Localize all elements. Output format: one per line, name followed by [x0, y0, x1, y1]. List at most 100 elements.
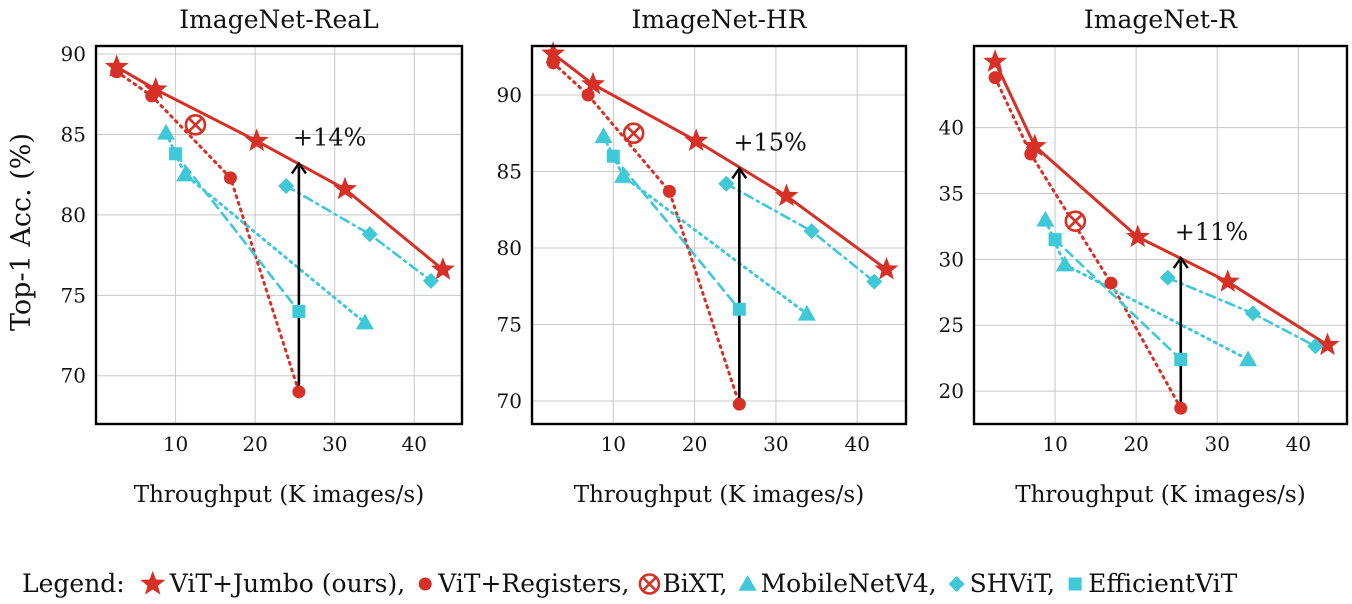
- triangle-legend-icon: [738, 575, 757, 591]
- diamond-marker: [718, 175, 735, 192]
- circle-marker: [292, 385, 306, 399]
- series-line: [724, 182, 876, 284]
- legend-label: BiXT,: [662, 569, 727, 598]
- legend-label: EfficientViT: [1088, 569, 1238, 598]
- triangle-marker: [355, 313, 374, 330]
- y-tick-label: 90: [497, 83, 522, 107]
- diamond-marker: [361, 226, 378, 243]
- y-tick-label: 75: [61, 283, 86, 307]
- y-tick-label: 70: [497, 389, 522, 413]
- y-tick-label: 85: [497, 159, 522, 183]
- series-line: [115, 70, 301, 394]
- circled-x-legend-icon: [638, 573, 661, 595]
- series-line: [115, 65, 445, 272]
- diamond-marker: [1244, 305, 1261, 322]
- chart-title: ImageNet-HR: [631, 5, 807, 34]
- y-tick-label: 75: [497, 313, 522, 337]
- x-tick-label: 40: [844, 432, 869, 456]
- y-tick-label: 35: [939, 182, 964, 206]
- chart-panels: ImageNet-ReaL 10 20 30 40 70 75 80 85 90 +14% Throu…: [61, 5, 1349, 508]
- legend: Legend: ViT+Jumbo (ours), ViT+Registers, B…: [22, 569, 1238, 598]
- diamond-marker: [1307, 338, 1324, 355]
- square-marker: [169, 147, 183, 161]
- x-axis-label: Throughput (K images/s): [134, 482, 424, 508]
- legend-item: BiXT,: [638, 569, 728, 598]
- legend-item: SHViT,: [948, 569, 1055, 598]
- legend-title: Legend:: [22, 569, 125, 598]
- star-marker: [541, 41, 565, 64]
- plot-frame: [530, 44, 908, 426]
- diamond-marker: [866, 273, 883, 290]
- square-marker: [732, 302, 746, 316]
- x-tick-label: 30: [322, 432, 347, 456]
- circle-marker: [732, 397, 746, 411]
- square-marker: [292, 304, 306, 318]
- x-tick-label: 10: [601, 432, 626, 456]
- triangle-marker: [157, 123, 176, 140]
- star-marker: [774, 183, 799, 207]
- star-marker: [983, 49, 1007, 72]
- y-tick-label: 25: [939, 313, 964, 337]
- triangle-marker: [614, 167, 633, 183]
- arrow-head: [1172, 255, 1189, 269]
- series-line: [284, 184, 433, 283]
- y-tick-label: 80: [497, 236, 522, 260]
- triangle-marker: [1036, 210, 1055, 227]
- y-tick-label: 85: [61, 122, 86, 146]
- diamond-marker: [803, 223, 820, 240]
- plot-frame: [972, 44, 1349, 426]
- x-tick-label: 40: [1286, 432, 1311, 456]
- circle-marker: [223, 171, 237, 185]
- legend-item: MobileNetV4,: [738, 569, 937, 598]
- y-tick-label: 30: [939, 247, 964, 271]
- star-marker: [143, 76, 168, 100]
- arrow-head: [731, 166, 748, 180]
- x-tick-label: 30: [763, 432, 788, 456]
- chart-title: ImageNet-ReaL: [179, 5, 379, 34]
- star-marker: [1315, 332, 1340, 356]
- square-legend-icon: [1068, 577, 1082, 591]
- star-marker: [1215, 269, 1240, 292]
- series-line: [551, 61, 741, 406]
- plot-frame: [94, 44, 464, 426]
- circle-marker: [1104, 276, 1118, 290]
- circle-marker: [1024, 147, 1038, 161]
- x-tick-label: 20: [1123, 432, 1148, 456]
- x-axis-label: Throughput (K images/s): [1015, 482, 1305, 508]
- y-tick-label: 90: [61, 42, 86, 66]
- series-line: [1166, 276, 1317, 348]
- triangle-marker: [797, 304, 816, 321]
- series-line: [1053, 238, 1183, 361]
- x-tick-label: 10: [163, 432, 188, 456]
- circled-x-marker: [622, 122, 645, 145]
- triangle-marker: [594, 127, 613, 144]
- circle-marker: [988, 71, 1002, 85]
- chart-title: ImageNet-R: [1084, 5, 1238, 34]
- x-tick-label: 30: [1205, 432, 1230, 456]
- chart-panel: ImageNet-ReaL 10 20 30 40 70 75 80 85 90 +14% Throu…: [61, 5, 464, 508]
- y-tick-label: 20: [939, 379, 964, 403]
- arrow-head: [290, 161, 307, 175]
- diamond-marker: [1159, 269, 1176, 286]
- star-marker: [333, 176, 357, 200]
- square-marker: [1174, 352, 1188, 366]
- circle-marker: [581, 88, 595, 102]
- legend-item: ViT+Registers,: [418, 569, 629, 598]
- diamond-legend-icon: [948, 576, 965, 592]
- improvement-label: +14%: [293, 123, 366, 151]
- square-marker: [1048, 233, 1062, 247]
- y-tick-label: 70: [61, 364, 86, 388]
- circle-marker: [546, 56, 560, 70]
- series-line: [611, 154, 741, 311]
- circle-legend-icon: [418, 577, 432, 591]
- legend-item: EfficientViT: [1068, 569, 1238, 598]
- y-tick-label: 40: [939, 116, 964, 140]
- star-marker: [581, 71, 605, 95]
- series-line: [993, 60, 1329, 347]
- triangle-marker: [1239, 350, 1258, 367]
- y-axis-label: Top-1 Acc. (%): [6, 133, 37, 331]
- circle-marker: [110, 65, 124, 79]
- y-tick-label: 80: [61, 203, 86, 227]
- square-marker: [606, 149, 620, 163]
- circle-marker: [145, 89, 159, 103]
